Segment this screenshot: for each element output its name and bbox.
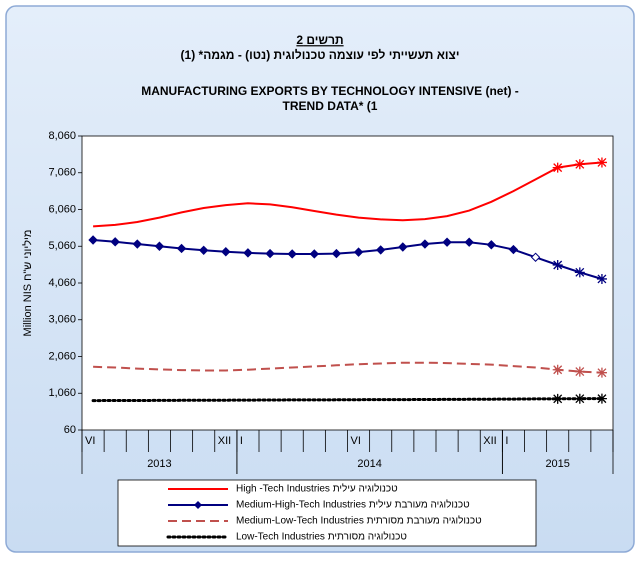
diamond-marker: [331, 248, 342, 259]
star-marker: [574, 267, 585, 278]
y-tick-label: 8,060: [48, 130, 76, 142]
star-marker: [596, 393, 607, 404]
diamond-marker: [154, 241, 165, 251]
diamond-marker: [176, 243, 187, 254]
star-marker: [596, 273, 607, 284]
series-line: [93, 361, 602, 374]
legend-label: Medium-Low-Tech Industries טכנולוגיה מעו…: [236, 515, 482, 527]
y-tick-label: 7,060: [48, 167, 76, 179]
x-tick-label: VI: [351, 435, 361, 447]
legend-label: Low-Tech Industries טכנולוגיה מסורתית: [236, 531, 407, 543]
series-line: [91, 397, 604, 403]
y-tick-label: 4,060: [48, 277, 76, 289]
star-marker: [574, 159, 585, 170]
x-tick-label: I: [505, 435, 508, 447]
star-marker: [552, 259, 563, 270]
legend-marker: [194, 501, 202, 509]
chart-title-en: TREND DATA* (1: [283, 99, 378, 113]
y-tick-label: 60: [64, 424, 76, 436]
star-marker: [574, 393, 585, 404]
y-tick-label: 1,060: [48, 387, 76, 399]
diamond-marker: [88, 235, 98, 245]
y-tick-label: 5,060: [48, 240, 76, 252]
diamond-marker: [353, 247, 364, 257]
legend-label: High -Tech Industries טכנולוגיה עילית: [236, 483, 398, 495]
star-marker: [552, 364, 563, 375]
diamond-marker: [420, 239, 430, 249]
diamond-marker: [221, 247, 231, 257]
diamond-marker: [398, 242, 408, 252]
x-tick-label: XII: [483, 435, 496, 447]
y-tick-label: 2,060: [48, 350, 76, 362]
chart-title-en: MANUFACTURING EXPORTS BY TECHNOLOGY INTE…: [141, 84, 519, 98]
x-tick-label: XII: [218, 435, 231, 447]
diamond-marker: [309, 249, 320, 259]
diamond-marker: [287, 249, 297, 259]
diamond-marker: [508, 244, 519, 255]
diamond-marker: [110, 237, 120, 247]
legend: [117, 479, 537, 547]
star-marker: [574, 366, 585, 377]
chart-title: תרשים 2: [296, 33, 343, 47]
diamond-marker: [265, 248, 275, 259]
y-axis-label: Million NIS מיליוני ש"ח: [21, 230, 34, 337]
diamond-marker: [464, 237, 474, 247]
chart-subtitle: יצוא תעשייתי לפי עוצמה טכנולוגית (נטו) -…: [181, 48, 460, 62]
star-marker: [596, 157, 607, 168]
legend-label: Medium-High-Tech Industries טכנולוגיה מע…: [236, 499, 470, 511]
diamond-marker: [243, 248, 253, 258]
star-marker: [596, 367, 607, 378]
y-tick-label: 6,060: [48, 203, 76, 215]
series-line: [93, 161, 602, 228]
diamond-marker: [486, 240, 497, 250]
x-tick-label: I: [240, 435, 243, 447]
diamond-marker: [132, 239, 143, 249]
star-marker: [552, 162, 563, 173]
x-tick-label: VI: [85, 435, 95, 447]
x-group-label: 2014: [357, 458, 381, 470]
diamond-marker: [375, 245, 386, 255]
diamond-marker: [530, 252, 541, 262]
y-tick-label: 3,060: [48, 314, 76, 326]
star-marker: [552, 393, 563, 404]
diamond-marker: [198, 245, 209, 255]
x-group-label: 2013: [147, 458, 171, 470]
diamond-marker: [442, 237, 452, 247]
x-group-label: 2015: [545, 458, 569, 470]
